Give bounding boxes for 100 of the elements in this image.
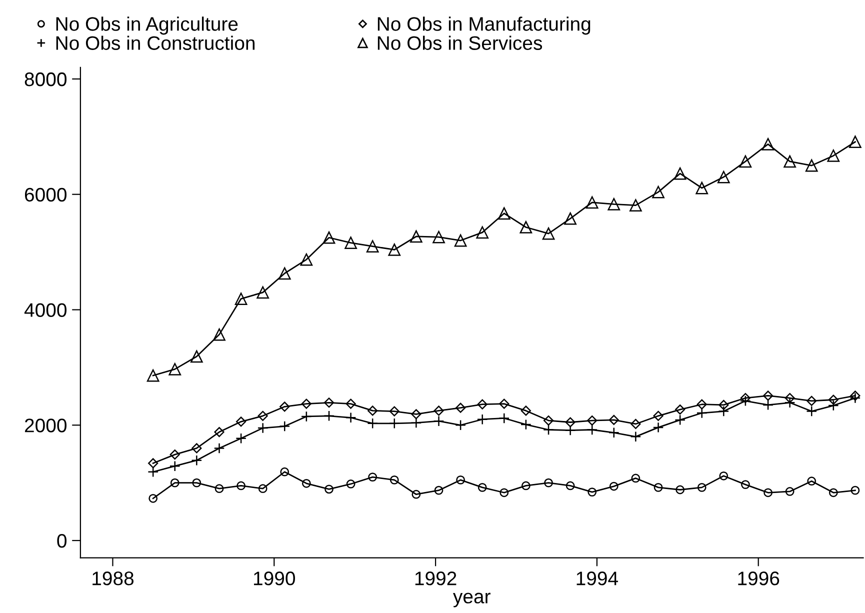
point <box>300 253 313 266</box>
point <box>608 198 620 210</box>
point <box>674 414 686 426</box>
point <box>324 398 334 408</box>
point <box>608 427 620 438</box>
point <box>631 474 640 483</box>
point <box>850 486 860 495</box>
point <box>806 396 817 406</box>
point <box>390 476 399 484</box>
point <box>476 226 489 239</box>
y-tick-label: 4000 <box>24 303 66 317</box>
point <box>762 399 774 410</box>
point <box>586 424 598 436</box>
point <box>302 478 311 488</box>
point <box>630 199 642 212</box>
point <box>719 471 728 480</box>
point <box>653 410 664 421</box>
point <box>214 427 224 438</box>
point <box>389 406 400 416</box>
point <box>214 484 224 494</box>
point <box>478 483 487 492</box>
point <box>455 420 466 431</box>
point <box>785 487 794 496</box>
legend-label: No Obs in Agriculture <box>56 16 238 35</box>
point <box>346 480 356 488</box>
point <box>213 328 226 341</box>
x-axis-title: year <box>452 592 490 608</box>
point <box>324 410 334 422</box>
point <box>280 467 290 476</box>
point <box>257 422 268 434</box>
point <box>850 390 860 401</box>
point <box>566 481 575 490</box>
y-tick-label: 2000 <box>24 418 66 432</box>
point <box>258 484 268 494</box>
point <box>366 240 379 252</box>
point <box>345 412 356 424</box>
point <box>433 416 444 427</box>
point <box>741 480 750 490</box>
point <box>236 432 247 444</box>
x-tick-label: 1988 <box>92 572 134 586</box>
point <box>807 476 816 486</box>
point <box>412 490 421 499</box>
point <box>675 404 686 415</box>
point <box>148 494 158 503</box>
point <box>410 230 422 243</box>
point <box>367 418 378 429</box>
x-tick-label: 1992 <box>415 572 456 586</box>
point <box>608 414 619 425</box>
point <box>828 394 838 405</box>
point <box>368 406 378 416</box>
point <box>609 482 618 491</box>
point <box>805 159 818 172</box>
point <box>256 286 270 299</box>
point <box>499 398 510 409</box>
point <box>564 212 576 225</box>
point <box>301 398 312 409</box>
point <box>190 350 203 363</box>
point <box>828 488 838 498</box>
point <box>543 424 554 436</box>
point <box>652 186 664 198</box>
point <box>740 392 750 404</box>
x-tick-label: 1990 <box>254 572 296 586</box>
point <box>411 409 422 420</box>
point <box>587 415 598 426</box>
point <box>192 478 202 488</box>
point <box>784 397 796 408</box>
point <box>849 136 862 148</box>
point <box>764 488 772 498</box>
y-tick-label: 6000 <box>24 188 66 202</box>
point <box>806 406 818 417</box>
point <box>717 170 730 184</box>
point <box>827 150 840 162</box>
point <box>170 450 180 460</box>
point <box>410 417 422 428</box>
point <box>674 167 686 180</box>
point <box>168 362 182 376</box>
point <box>169 460 180 472</box>
point <box>762 390 774 401</box>
point <box>214 442 225 454</box>
point <box>784 392 795 404</box>
point <box>258 410 268 421</box>
point <box>630 431 642 442</box>
point <box>542 227 555 240</box>
point <box>234 292 248 305</box>
legend-label: No Obs in Manufacturing <box>378 16 590 35</box>
point <box>828 400 839 412</box>
point <box>498 412 510 424</box>
point <box>192 443 202 454</box>
point <box>498 207 510 220</box>
legend-label: No Obs in Services <box>378 36 542 50</box>
y-tick-label: 8000 <box>24 72 66 86</box>
point <box>434 486 444 495</box>
point <box>368 472 378 482</box>
point <box>476 414 488 425</box>
point <box>477 399 488 410</box>
point <box>565 417 576 428</box>
point <box>696 408 708 419</box>
point <box>588 488 597 497</box>
point <box>434 406 444 416</box>
point <box>676 485 685 494</box>
